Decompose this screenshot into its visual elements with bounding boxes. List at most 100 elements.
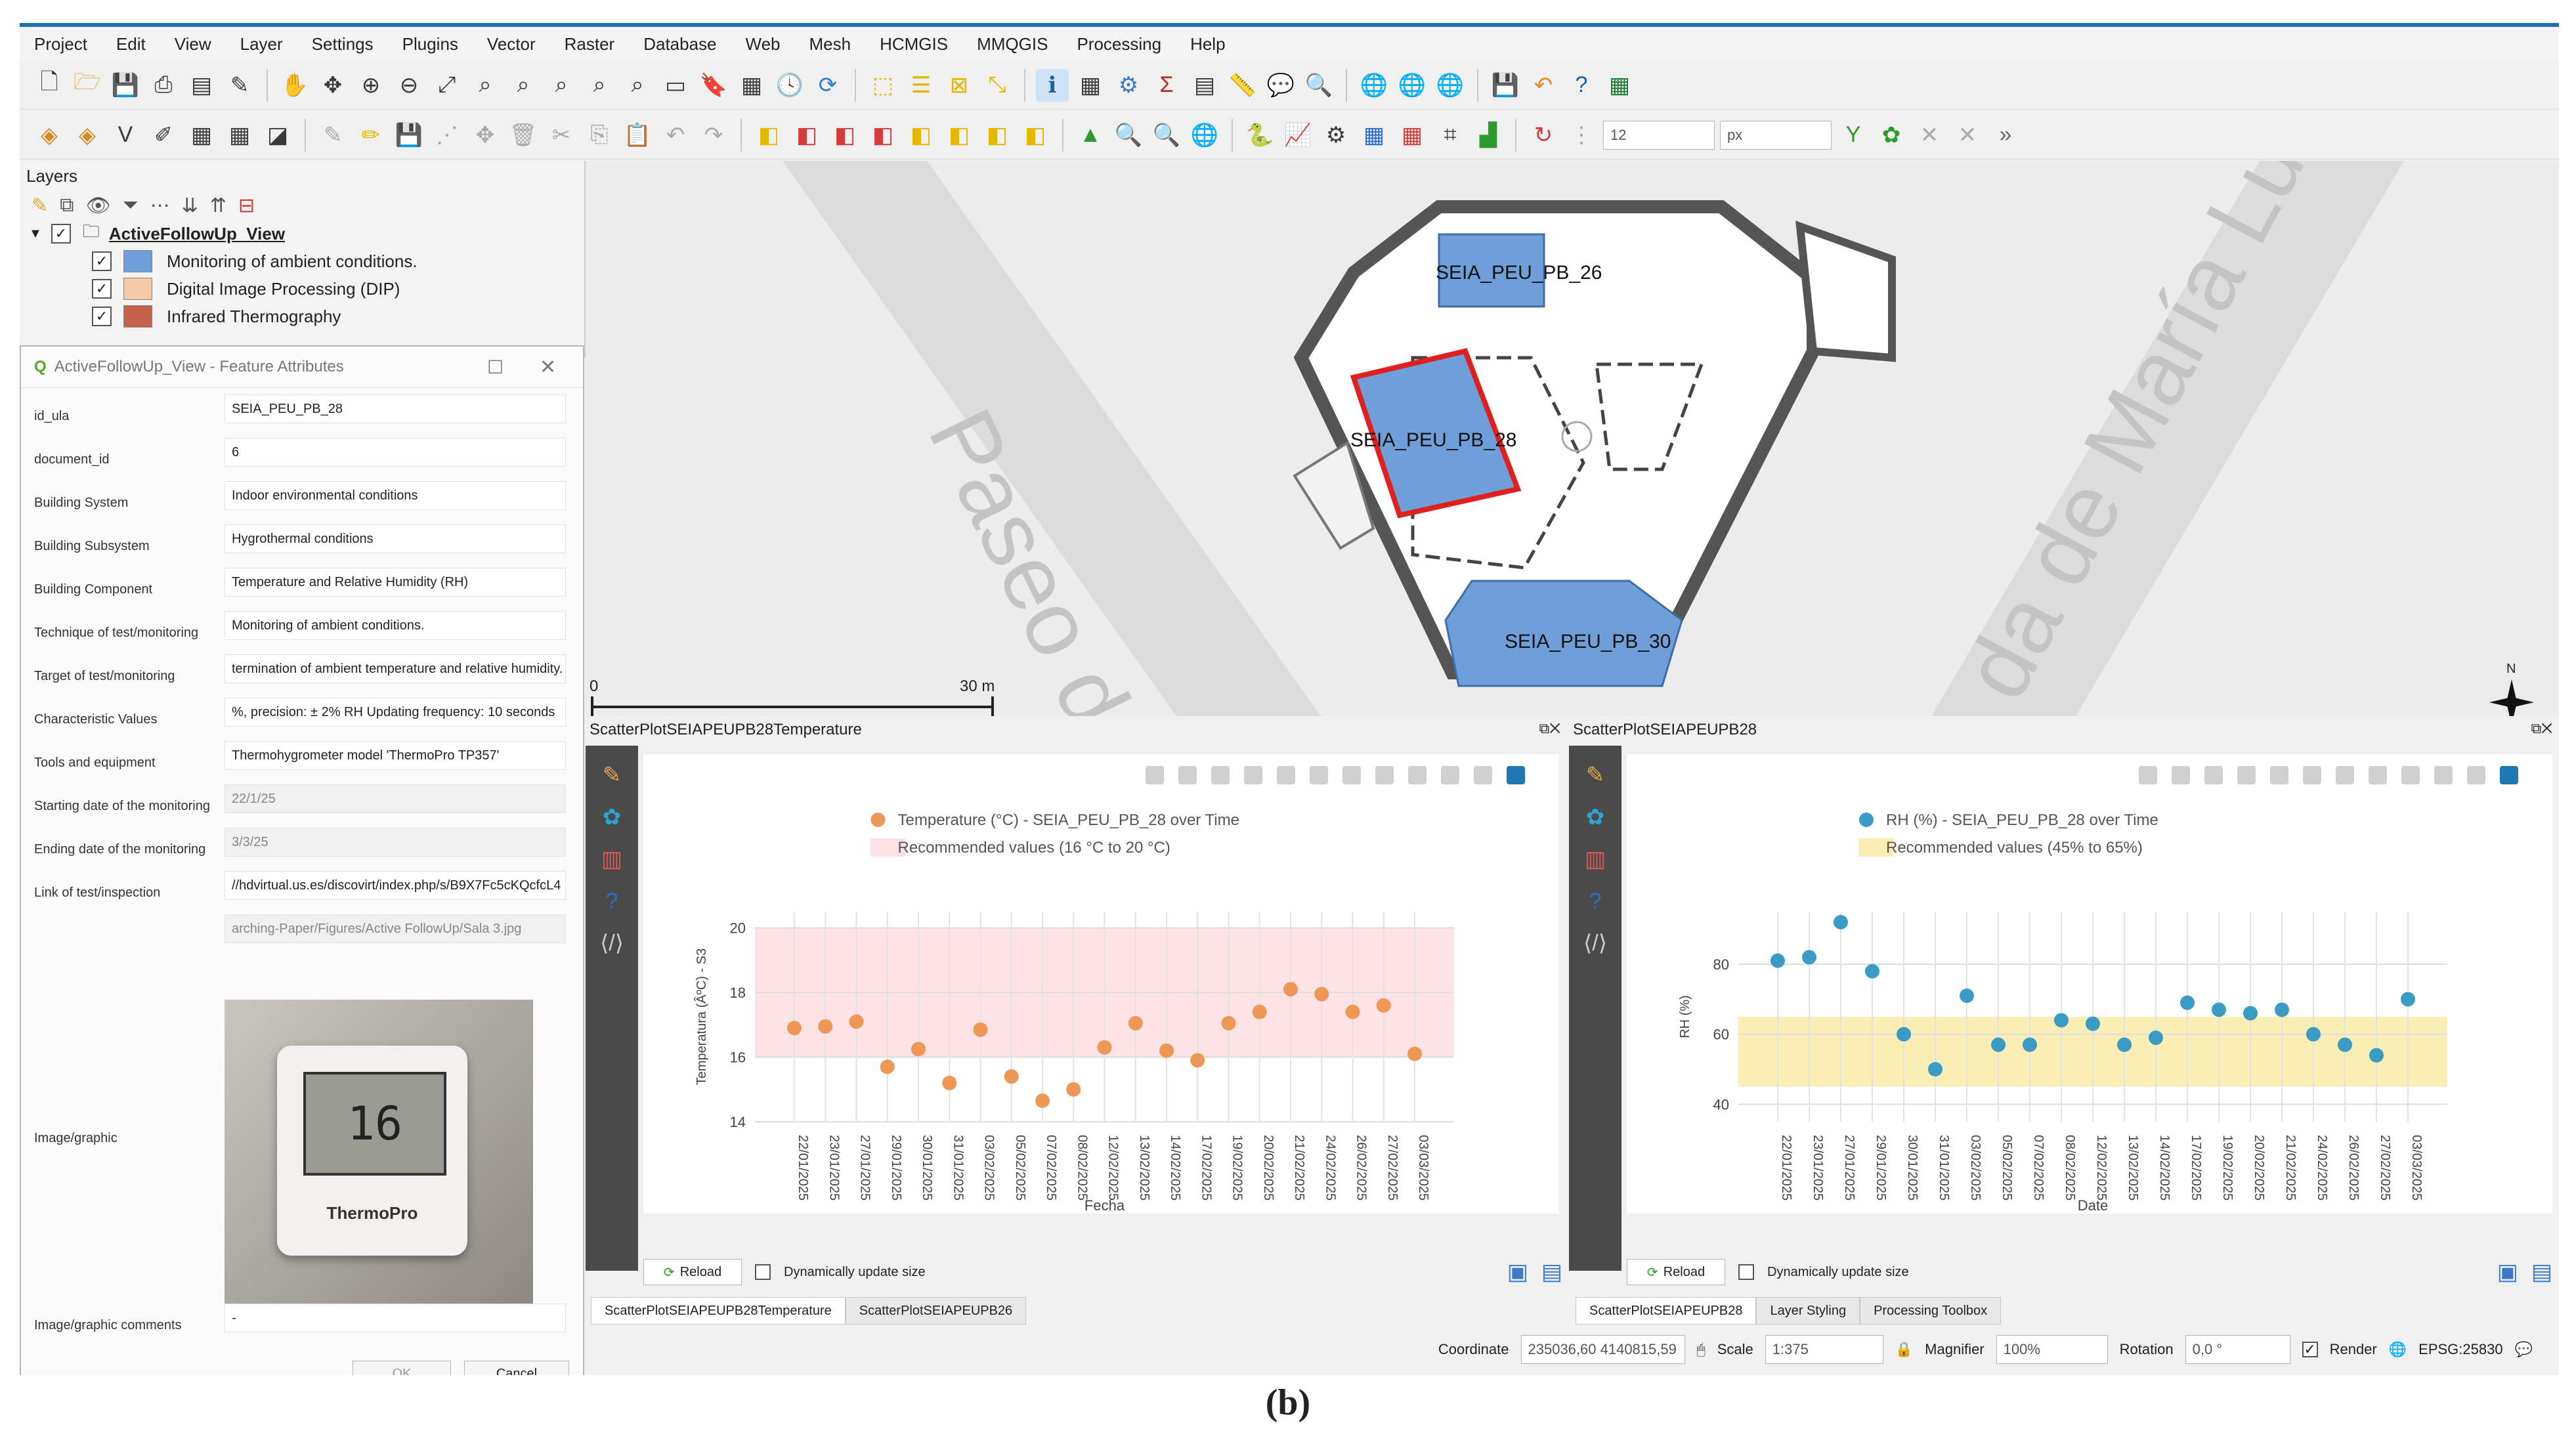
field-value[interactable]: Monitoring of ambient conditions. xyxy=(225,611,566,640)
magnifier-field[interactable]: 100% xyxy=(1996,1335,2108,1364)
layout-manager-icon[interactable]: ▤ xyxy=(190,72,213,98)
field-value[interactable]: 6 xyxy=(225,438,566,467)
self-snap-icon[interactable]: ✕ xyxy=(1958,122,1977,148)
zoom-native-icon[interactable]: ⌕ xyxy=(555,72,568,97)
intersection-icon[interactable]: ✕ xyxy=(1920,122,1939,148)
menu-plugins[interactable]: Plugins xyxy=(402,33,458,54)
terrain-icon[interactable]: ▟ xyxy=(1479,122,1497,148)
add-group-icon[interactable]: ⧉ xyxy=(60,194,74,216)
tolerance-input[interactable]: 12 xyxy=(1603,120,1715,150)
copy-icon[interactable]: ⎘ xyxy=(590,122,609,147)
processing-toolbox-icon[interactable]: ⚙ xyxy=(1118,72,1139,98)
plot-layer-icon[interactable]: ✿ xyxy=(602,805,622,830)
pan-to-selection-icon[interactable]: ✥ xyxy=(323,72,343,98)
layer-checkbox[interactable]: ✓ xyxy=(92,279,112,299)
add-layer-icon[interactable]: ◈ xyxy=(40,122,58,148)
tab-rh-plot[interactable]: ScatterPlotSEIAPEUPB28 xyxy=(1576,1297,1757,1325)
style-manager-icon[interactable]: ✎ xyxy=(230,72,249,98)
menu-help[interactable]: Help xyxy=(1190,33,1226,54)
menu-vector[interactable]: Vector xyxy=(486,33,536,54)
room-pb28-selected[interactable] xyxy=(1350,348,1522,519)
label-options-icon[interactable]: ◧ xyxy=(1024,122,1046,148)
identify-features-icon[interactable]: ℹ xyxy=(1036,68,1069,102)
zoom-out-icon[interactable]: ⊖ xyxy=(399,72,419,98)
open-project-icon[interactable]: 🗁 xyxy=(73,70,102,95)
add-delimited-icon[interactable]: V xyxy=(118,122,133,147)
plot-help-icon[interactable]: ? xyxy=(605,888,618,914)
current-edits-icon[interactable]: ✎ xyxy=(323,122,343,148)
layer-checkbox[interactable]: ✓ xyxy=(92,307,112,326)
save-layer-edits-icon[interactable]: 💾 xyxy=(395,122,423,148)
attribute-table-icon[interactable]: ▦ xyxy=(1079,72,1102,98)
tab-layer-styling[interactable]: Layer Styling xyxy=(1756,1297,1860,1325)
style-icon[interactable]: ✎ xyxy=(32,195,49,217)
field-value[interactable]: 22/1/25 xyxy=(225,784,566,813)
print-layout-icon[interactable]: ⎙ xyxy=(154,72,173,97)
pan-icon[interactable]: ✋ xyxy=(280,72,309,98)
grid-red-icon[interactable]: ▦ xyxy=(1401,122,1423,148)
refresh-icon[interactable]: ⟳ xyxy=(818,72,838,98)
plot-code-icon[interactable]: ⟨/⟩ xyxy=(1583,931,1607,956)
measure-icon[interactable]: 📏 xyxy=(1228,72,1257,98)
grid-icon[interactable]: ▦ xyxy=(228,122,251,148)
field-value[interactable]: %, precision: ± 2% RH Updating frequency… xyxy=(225,698,566,727)
plot-settings-icon[interactable]: ✎ xyxy=(602,763,622,788)
field-value[interactable]: Temperature and Relative Humidity (RH) xyxy=(225,568,566,597)
add-wms-icon[interactable]: ◪ xyxy=(267,122,289,148)
coordinate-field[interactable]: 235036,60 4140815,59 xyxy=(1520,1335,1685,1364)
show-bookmarks-icon[interactable]: ▦ xyxy=(741,72,763,98)
menu-layer[interactable]: Layer xyxy=(240,33,283,54)
menu-web[interactable]: Web xyxy=(745,33,781,54)
menu-settings[interactable]: Settings xyxy=(311,33,374,54)
expand-all-icon[interactable]: ⇊ xyxy=(181,195,198,217)
crs-label[interactable]: EPSG:25830 xyxy=(2418,1341,2503,1357)
field-value[interactable]: //hdvirtual.us.es/discovirt/index.php/s/… xyxy=(225,871,566,900)
messages-icon[interactable]: 💬 xyxy=(2514,1341,2533,1357)
filter-legend-icon[interactable]: ⋯ xyxy=(150,195,170,217)
maximize-icon[interactable]: ☐ xyxy=(487,356,504,377)
zoom-in-icon[interactable]: ⊕ xyxy=(361,72,381,98)
vertex-tool-icon[interactable]: ✥ xyxy=(475,122,495,148)
menu-raster[interactable]: Raster xyxy=(564,33,615,54)
dynamic-size-checkbox[interactable] xyxy=(755,1264,771,1280)
lock-scale-icon[interactable]: 🔒 xyxy=(1895,1341,1914,1357)
label-tool-icon[interactable]: ◧ xyxy=(758,122,780,148)
new-map-view-icon[interactable]: ▭ xyxy=(664,72,687,98)
rotate-label-icon[interactable]: ◧ xyxy=(948,122,970,148)
crs-globe-icon[interactable]: 🌐 xyxy=(1190,122,1219,148)
statistical-summary-icon[interactable]: Σ xyxy=(1159,72,1174,97)
trace-icon[interactable]: Y xyxy=(1845,122,1861,147)
select-value-icon[interactable]: ☰ xyxy=(911,72,932,98)
menu-edit[interactable]: Edit xyxy=(116,33,146,54)
export-image-icon[interactable]: ▣ xyxy=(2497,1260,2518,1285)
group-checkbox[interactable]: ✓ xyxy=(51,224,71,244)
export-html-icon[interactable]: ▤ xyxy=(1541,1260,1562,1285)
filter-icon[interactable]: ⏷ xyxy=(122,194,139,216)
add-feature-icon[interactable]: ⋰ xyxy=(436,122,458,148)
digitize-icon[interactable]: ✐ xyxy=(154,122,173,148)
zoom-next-icon[interactable]: ⌕ xyxy=(631,72,644,97)
add-raster-icon[interactable]: ▦ xyxy=(190,122,213,148)
field-value[interactable]: termination of ambient temperature and r… xyxy=(225,654,566,683)
move-label-icon[interactable]: ◧ xyxy=(910,122,932,148)
wms-globe-icon[interactable]: 🌐 xyxy=(1360,72,1388,98)
show-label-icon[interactable]: ◧ xyxy=(872,122,894,148)
settings-icon[interactable]: ⚙ xyxy=(1325,122,1346,148)
layer-group-row[interactable]: ▼ ✓ 🗀 ActiveFollowUp_View xyxy=(20,220,584,247)
excel-export-icon[interactable]: ▦ xyxy=(1608,72,1631,98)
field-value[interactable]: Indoor environmental conditions xyxy=(225,481,566,510)
room-pb26[interactable] xyxy=(1438,233,1545,308)
metasearch-icon[interactable]: 🔍 xyxy=(1152,122,1181,148)
field-value[interactable]: 3/3/25 xyxy=(225,828,566,857)
crs-globe-icon[interactable]: 🌐 xyxy=(2388,1341,2407,1357)
tab-pb26-plot[interactable]: ScatterPlotSEIAPEUPB26 xyxy=(845,1297,1027,1325)
map-canvas[interactable]: Paseo de da de María Lu SEIA_PEU_PB_26 S… xyxy=(586,161,2559,716)
redo-icon[interactable]: ↷ xyxy=(704,122,723,148)
tab-processing-toolbox[interactable]: Processing Toolbox xyxy=(1860,1297,2002,1325)
plot-settings-icon[interactable]: ✎ xyxy=(1585,763,1605,788)
render-checkbox[interactable]: ✓ xyxy=(2302,1342,2318,1357)
select-features-icon[interactable]: ⬚ xyxy=(872,72,894,98)
temporal-icon[interactable]: 🕓 xyxy=(775,72,804,98)
zoom-layer-icon[interactable]: ⌕ xyxy=(517,72,530,97)
dock-float-close-icon[interactable]: ⧉✕ xyxy=(1539,720,1560,736)
